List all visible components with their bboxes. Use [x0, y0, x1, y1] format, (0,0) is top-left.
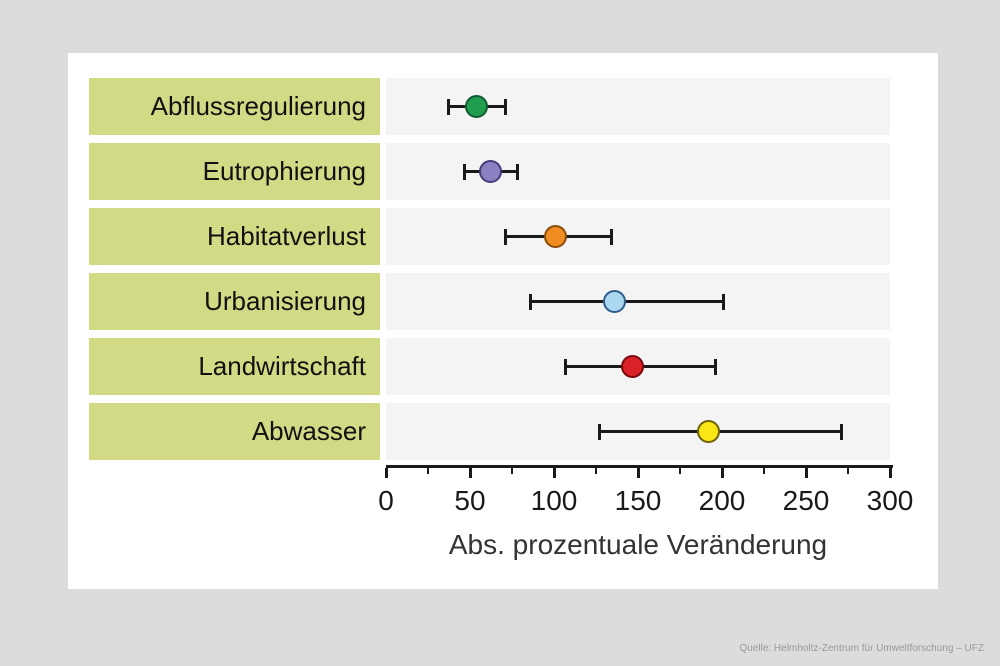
x-axis-major-tick — [888, 468, 892, 478]
data-point-dot — [544, 225, 568, 248]
plot-row-band — [386, 208, 890, 265]
x-axis-tick-label: 150 — [614, 485, 662, 516]
data-point-dot — [465, 95, 489, 118]
category-label: Eutrophierung — [202, 156, 366, 186]
error-bar-cap-right — [503, 98, 507, 115]
data-point-dot — [621, 355, 645, 378]
error-bar — [530, 300, 724, 303]
error-bar-cap-right — [609, 228, 613, 245]
error-bar-cap-left — [564, 358, 568, 375]
error-bar-cap-left — [597, 423, 601, 440]
x-axis-tick-label: 300 — [866, 485, 914, 516]
category-label-box: Landwirtschaft — [89, 338, 380, 395]
error-bar — [599, 430, 842, 433]
x-axis-tick-label: 100 — [530, 485, 578, 516]
error-bar-cap-left — [446, 98, 450, 115]
category-label: Urbanisierung — [204, 286, 366, 316]
category-label-box: Eutrophierung — [89, 143, 380, 200]
error-bar-cap-right — [722, 293, 726, 310]
x-axis-major-tick — [552, 468, 556, 478]
plot-row-band — [386, 143, 890, 200]
category-label-box: Abflussregulierung — [89, 78, 380, 135]
error-bar-cap-left — [503, 228, 507, 245]
error-bar-cap-right — [839, 423, 843, 440]
x-axis-tick-label: 200 — [698, 485, 746, 516]
error-bar-cap-right — [515, 163, 519, 180]
x-axis-minor-tick — [427, 468, 429, 474]
x-axis-tick-label: 250 — [782, 485, 830, 516]
x-axis-major-tick — [468, 468, 472, 478]
category-label: Abwasser — [251, 416, 366, 446]
x-axis-major-tick — [384, 468, 388, 478]
error-bar-cap-left — [463, 163, 467, 180]
data-point-dot — [697, 420, 721, 443]
x-axis-title: Abs. prozentuale Veränderung — [448, 529, 828, 560]
x-axis-minor-tick — [847, 468, 849, 474]
x-axis-minor-tick — [679, 468, 681, 474]
category-label-box: Habitatverlust — [89, 208, 380, 265]
category-label-box: Urbanisierung — [89, 273, 380, 330]
x-axis-tick-label: 50 — [454, 485, 486, 516]
x-axis-line — [386, 465, 893, 468]
category-label: Habitatverlust — [207, 221, 366, 251]
x-axis-minor-tick — [763, 468, 765, 474]
x-axis-major-tick — [804, 468, 808, 478]
x-axis-minor-tick — [511, 468, 513, 474]
data-point-dot — [602, 290, 626, 313]
x-axis-tick-label: 0 — [378, 485, 394, 516]
category-label: Abflussregulierung — [150, 91, 366, 121]
error-bar-cap-right — [713, 358, 717, 375]
data-point-dot — [478, 160, 502, 183]
category-label: Landwirtschaft — [198, 351, 366, 381]
category-label-box: Abwasser — [89, 403, 380, 460]
chart-panel: Abflussregulierung Eutrophierung Habitatve… — [68, 53, 938, 589]
source-attribution: Quelle: Helmholtz-Zentrum für Umweltfors… — [739, 643, 984, 654]
x-axis-major-tick — [720, 468, 724, 478]
x-axis-major-tick — [636, 468, 640, 478]
x-axis-minor-tick — [595, 468, 597, 474]
error-bar-cap-left — [528, 293, 532, 310]
